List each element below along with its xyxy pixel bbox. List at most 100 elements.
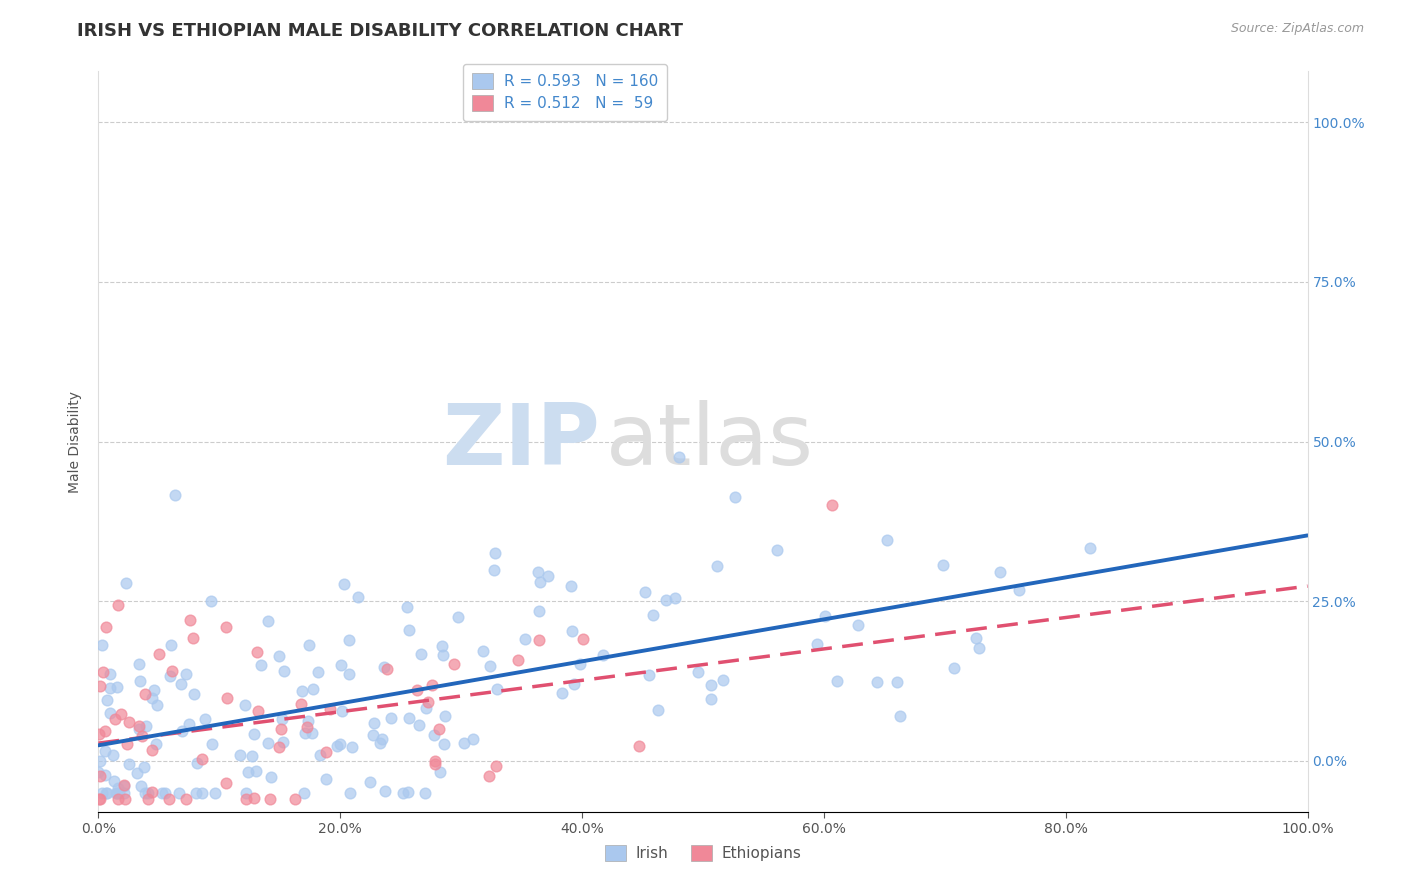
- Point: [432, 639, 454, 653]
- Point: [217, 690, 239, 705]
- Point: [527, 565, 550, 579]
- Point: [368, 736, 391, 750]
- Point: [638, 668, 661, 682]
- Point: [94, 786, 117, 800]
- Point: [846, 618, 869, 632]
- Point: [245, 764, 267, 778]
- Point: [942, 661, 965, 675]
- Point: [132, 759, 155, 773]
- Point: [160, 664, 183, 678]
- Point: [117, 737, 139, 751]
- Point: [136, 786, 159, 800]
- Point: [98, 667, 121, 681]
- Point: [291, 684, 314, 698]
- Point: [425, 756, 447, 771]
- Point: [411, 647, 433, 661]
- Point: [233, 698, 256, 712]
- Point: [159, 668, 181, 682]
- Point: [700, 691, 723, 706]
- Point: [361, 728, 384, 742]
- Point: [107, 781, 129, 796]
- Point: [1078, 541, 1101, 556]
- Point: [174, 667, 197, 681]
- Point: [423, 754, 446, 768]
- Point: [194, 712, 217, 726]
- Point: [447, 609, 470, 624]
- Point: [157, 792, 180, 806]
- Point: [90, 786, 112, 800]
- Point: [360, 775, 382, 789]
- Point: [150, 786, 173, 800]
- Point: [204, 786, 226, 800]
- Point: [370, 731, 392, 746]
- Point: [112, 786, 135, 800]
- Point: [107, 598, 129, 612]
- Point: [551, 686, 574, 700]
- Point: [427, 723, 450, 737]
- Point: [482, 563, 505, 577]
- Point: [297, 714, 319, 728]
- Point: [298, 638, 321, 652]
- Point: [301, 725, 323, 739]
- Point: [429, 764, 451, 779]
- Point: [295, 720, 318, 734]
- Point: [572, 632, 595, 647]
- Point: [461, 732, 484, 747]
- Point: [373, 660, 395, 674]
- Point: [527, 633, 550, 648]
- Point: [396, 785, 419, 799]
- Point: [170, 723, 193, 738]
- Text: Source: ZipAtlas.com: Source: ZipAtlas.com: [1230, 22, 1364, 36]
- Point: [294, 725, 316, 739]
- Point: [108, 786, 131, 800]
- Point: [471, 643, 494, 657]
- Point: [257, 736, 280, 750]
- Point: [315, 772, 337, 786]
- Point: [128, 722, 150, 736]
- Point: [135, 718, 157, 732]
- Point: [337, 667, 360, 681]
- Legend: Irish, Ethiopians: Irish, Ethiopians: [599, 838, 807, 867]
- Point: [235, 786, 257, 800]
- Point: [453, 736, 475, 750]
- Point: [333, 577, 356, 591]
- Point: [290, 698, 312, 712]
- Point: [527, 604, 550, 618]
- Point: [592, 648, 614, 662]
- Point: [1007, 582, 1029, 597]
- Point: [112, 779, 135, 793]
- Point: [375, 661, 398, 675]
- Point: [87, 727, 110, 741]
- Point: [183, 687, 205, 701]
- Point: [485, 759, 508, 773]
- Point: [486, 682, 509, 697]
- Point: [129, 674, 152, 689]
- Point: [294, 786, 316, 800]
- Point: [89, 792, 111, 806]
- Point: [562, 677, 585, 691]
- Point: [315, 746, 337, 760]
- Point: [118, 715, 141, 730]
- Point: [103, 712, 125, 726]
- Point: [706, 559, 728, 574]
- Point: [243, 727, 266, 741]
- Point: [477, 769, 499, 783]
- Point: [250, 658, 273, 673]
- Point: [876, 533, 898, 547]
- Point: [91, 638, 114, 652]
- Point: [215, 620, 238, 634]
- Point: [806, 637, 828, 651]
- Point: [236, 764, 259, 779]
- Point: [326, 739, 349, 753]
- Point: [141, 785, 163, 799]
- Point: [257, 614, 280, 628]
- Point: [98, 681, 121, 695]
- Point: [153, 786, 176, 800]
- Point: [143, 682, 166, 697]
- Point: [273, 665, 295, 679]
- Point: [478, 659, 501, 673]
- Point: [110, 707, 132, 722]
- Point: [128, 657, 150, 672]
- Point: [114, 792, 136, 806]
- Point: [136, 792, 159, 806]
